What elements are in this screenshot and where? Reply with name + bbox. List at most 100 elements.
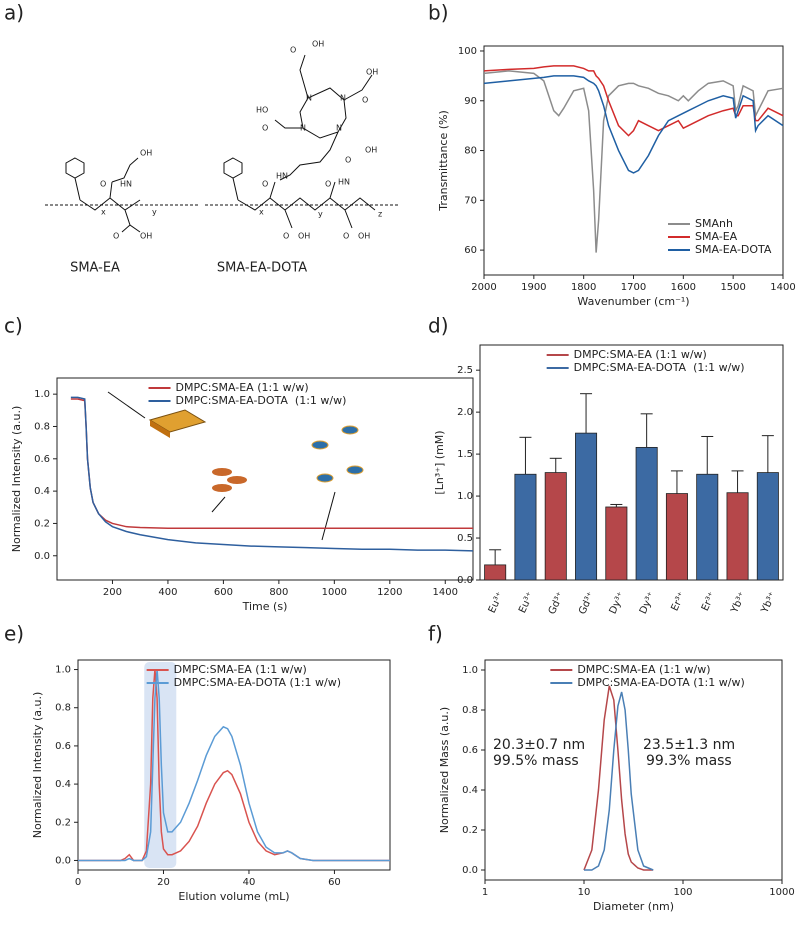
annotation: 20.3±0.7 nm <box>493 737 585 753</box>
y-tick-label: 0.8 <box>462 705 478 716</box>
x-tick-label: 1900 <box>521 282 546 293</box>
arrow <box>321 491 336 541</box>
plot-frame <box>484 659 783 881</box>
y-tick-label: 1.0 <box>462 665 478 676</box>
y-tick-label: 0.4 <box>462 785 478 796</box>
x-tick-label: 1700 <box>621 282 646 293</box>
legend-label: DMPC:SMA-EA (1:1 w/w) <box>577 663 710 676</box>
atom: x <box>101 208 106 217</box>
atom: O <box>283 232 289 241</box>
plot-frame <box>56 377 474 581</box>
y-tick-label: 0.0 <box>462 865 478 876</box>
legend-label: DMPC:SMA-EA (1:1 w/w) <box>174 663 307 676</box>
y-tick-label: 0.0 <box>34 551 50 562</box>
y-tick-label: 0.4 <box>55 779 71 790</box>
x-tick-label: 60 <box>328 877 341 888</box>
y-tick-label: 0.0 <box>55 855 71 866</box>
x-axis-label: Elution volume (mL) <box>178 890 289 903</box>
atom: OH <box>312 40 324 49</box>
atom: O <box>290 46 296 55</box>
panel-label: d) <box>428 314 449 338</box>
y-tick-label: 90 <box>464 96 477 107</box>
panel-label: e) <box>4 622 24 646</box>
y-tick-label: 100 <box>458 46 477 57</box>
y-tick-label: 2.0 <box>457 407 473 418</box>
x-tick-label: Eu³⁺ <box>517 590 536 615</box>
data-line <box>483 65 784 137</box>
x-tick-label: Gd³⁺ <box>547 590 567 616</box>
atom: N <box>306 94 312 103</box>
data-line <box>70 398 473 530</box>
bar <box>605 506 628 581</box>
atom: OH <box>140 149 152 158</box>
panel-label: a) <box>4 1 24 25</box>
data-line <box>70 396 474 552</box>
atom: N <box>336 124 342 133</box>
bar <box>696 473 719 581</box>
illustrations <box>107 391 364 541</box>
legend-label: DMPC:SMA-EA-DOTA (1:1 w/w) <box>574 361 745 374</box>
arrow <box>107 391 146 419</box>
structure-name: SMA-EA <box>70 261 120 276</box>
data-line <box>583 685 654 871</box>
x-axis-label: Time (s) <box>242 600 288 613</box>
x-tick-label: Gd³⁺ <box>577 590 597 616</box>
x-tick-label: 400 <box>158 587 177 598</box>
y-axis-label: Normalized Intensity (a.u.) <box>31 692 44 839</box>
x-tick-label: 600 <box>214 587 233 598</box>
legend-label: DMPC:SMA-EA-DOTA (1:1 w/w) <box>577 676 744 689</box>
phenyl-ring <box>223 157 243 179</box>
legend-label: DMPC:SMA-EA-DOTA (1:1 w/w) <box>176 394 347 407</box>
particle-icon <box>341 425 359 435</box>
data-line <box>483 75 784 174</box>
y-tick-label: 60 <box>464 245 477 256</box>
annotation: 99.5% mass <box>493 753 579 769</box>
atom: O <box>113 232 119 241</box>
atom: HN <box>120 180 132 189</box>
data-line <box>78 669 390 862</box>
y-tick-label: 0.6 <box>34 454 50 465</box>
structure-sma-ea-dota: O OH N N OH O N N HO O O HN O HN OH O OH… <box>205 40 400 276</box>
y-tick-label: 0.6 <box>462 745 478 756</box>
x-tick-label: 1200 <box>377 587 402 598</box>
x-tick-label: 1500 <box>720 282 745 293</box>
y-tick-label: 1.0 <box>55 665 71 676</box>
x-tick-label: 100 <box>673 887 692 898</box>
annotation: 23.5±1.3 nm <box>643 737 735 753</box>
x-tick-label: Er³⁺ <box>700 590 718 613</box>
atom: O <box>345 156 351 165</box>
atom: OH <box>298 232 310 241</box>
y-tick-label: 1.0 <box>457 491 473 502</box>
x-tick-label: 800 <box>269 587 288 598</box>
plot-frame <box>77 659 391 871</box>
legend-label: SMA-EA-DOTA <box>695 243 772 256</box>
x-tick-label: 1800 <box>571 282 596 293</box>
x-tick-label: Eu³⁺ <box>487 590 506 615</box>
x-tick-label: 1000 <box>322 587 347 598</box>
atom: O <box>325 180 331 189</box>
atom: O <box>343 232 349 241</box>
atom: HN <box>338 178 350 187</box>
y-tick-label: 80 <box>464 146 477 157</box>
x-tick-label: 0 <box>75 877 81 888</box>
legend-label: DMPC:SMA-EA (1:1 w/w) <box>176 381 309 394</box>
bond <box>232 177 239 201</box>
x-tick-label: 1000 <box>769 887 794 898</box>
atom: x <box>259 208 264 217</box>
x-tick-label: 1400 <box>770 282 795 293</box>
legend-label: DMPC:SMA-EA (1:1 w/w) <box>574 348 707 361</box>
x-axis-label: Wavenumber (cm⁻¹) <box>577 295 689 308</box>
x-axis-label: Diameter (nm) <box>593 900 674 913</box>
panel-label: c) <box>4 314 23 338</box>
bar <box>726 492 749 581</box>
atom: HO <box>256 106 268 115</box>
bar <box>756 472 779 581</box>
structure-sma-ea: OH O HN O OH x y SMA-EA <box>45 149 200 276</box>
bar <box>635 446 658 581</box>
atom: OH <box>366 68 378 77</box>
atom: OH <box>365 146 377 155</box>
x-tick-label: 1600 <box>671 282 696 293</box>
disc-icon <box>150 420 170 438</box>
dota-ring <box>274 54 373 181</box>
atom: z <box>378 210 382 219</box>
